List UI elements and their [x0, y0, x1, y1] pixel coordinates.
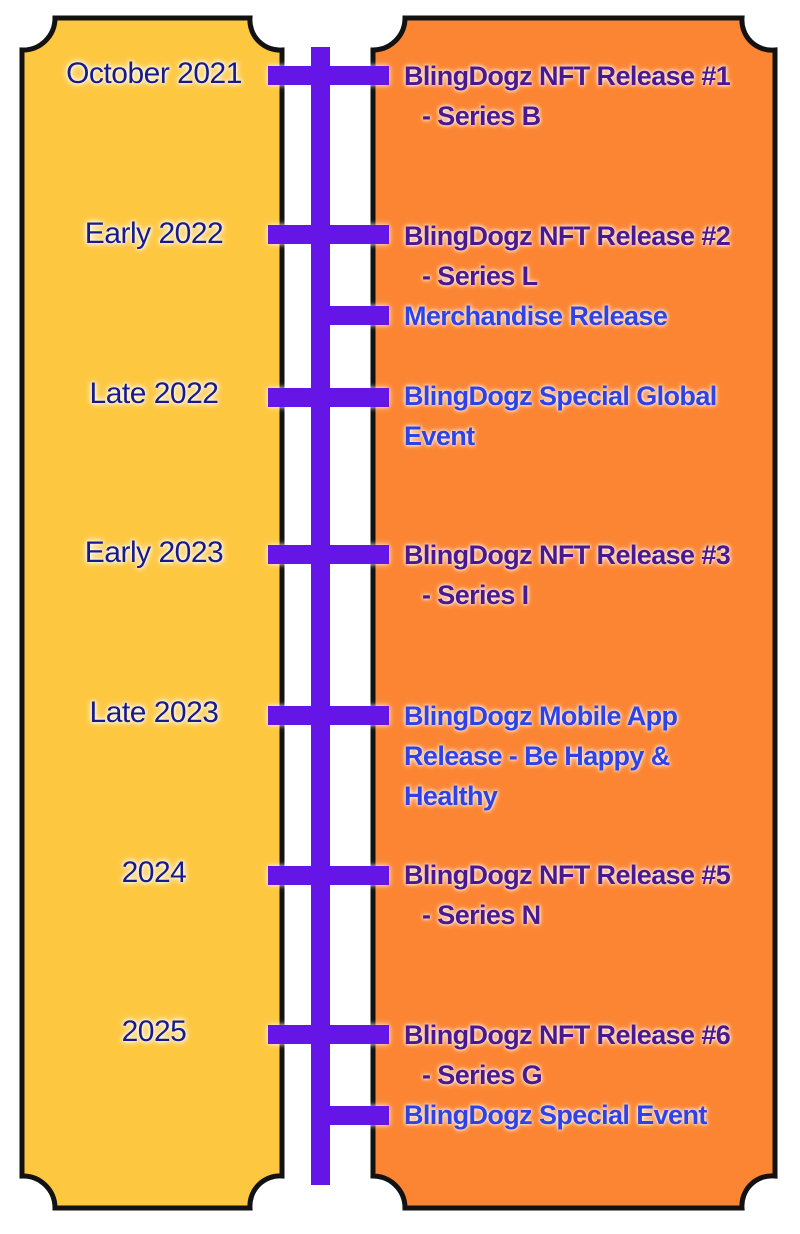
item-series: - Series I [422, 580, 529, 610]
item-series: - Series L [422, 261, 538, 291]
timeline-spine [311, 47, 330, 1185]
connector-2024 [268, 866, 389, 885]
nft-release-item: BlingDogz NFT Release #2 - Series L [404, 216, 764, 296]
connector-2025 [268, 1025, 389, 1044]
event-item: BlingDogz Special Global Event [404, 376, 744, 456]
item-title: BlingDogz Special Event [404, 1100, 707, 1130]
item-title: BlingDogz NFT Release #5 [404, 860, 731, 890]
nft-release-item: BlingDogz NFT Release #6 - Series G [404, 1015, 764, 1095]
connector-merchandise [330, 306, 389, 325]
item-title: BlingDogz Mobile App Release - Be Happy … [404, 701, 678, 811]
date-label: 2025 [121, 1015, 187, 1048]
connector-early-2022 [268, 225, 389, 244]
item-title: Merchandise Release [404, 301, 668, 331]
item-title: BlingDogz Special Global Event [404, 381, 717, 451]
date-label: October 2021 [66, 57, 242, 90]
dates-panel [19, 15, 285, 1211]
connector-special-event [330, 1106, 389, 1125]
connector-early-2023 [268, 545, 389, 564]
item-title: BlingDogz NFT Release #2 [404, 221, 731, 251]
date-label: Late 2022 [89, 377, 219, 410]
event-item: BlingDogz Special Event [404, 1095, 764, 1135]
connector-october-2021 [268, 66, 389, 85]
item-title: BlingDogz NFT Release #6 [404, 1020, 731, 1050]
item-series: - Series N [422, 900, 541, 930]
event-item: BlingDogz Mobile App Release - Be Happy … [404, 696, 719, 816]
date-label: Early 2023 [84, 536, 224, 569]
nft-release-item: BlingDogz NFT Release #1 - Series B [404, 56, 764, 136]
date-label: Early 2022 [84, 217, 224, 250]
timeline-spine-group [268, 47, 389, 1185]
connector-late-2022 [268, 388, 389, 407]
nft-release-item: BlingDogz NFT Release #3 - Series I [404, 535, 764, 615]
date-label: 2024 [121, 856, 187, 889]
item-title: BlingDogz NFT Release #3 [404, 540, 731, 570]
item-series: - Series G [422, 1060, 543, 1090]
date-label: Late 2023 [89, 696, 219, 729]
item-title: BlingDogz NFT Release #1 [404, 61, 731, 91]
event-item: Merchandise Release [404, 296, 764, 336]
nft-release-item: BlingDogz NFT Release #5 - Series N [404, 855, 764, 935]
events-panel [370, 15, 778, 1211]
item-series: - Series B [422, 101, 541, 131]
connector-late-2023 [268, 706, 389, 725]
